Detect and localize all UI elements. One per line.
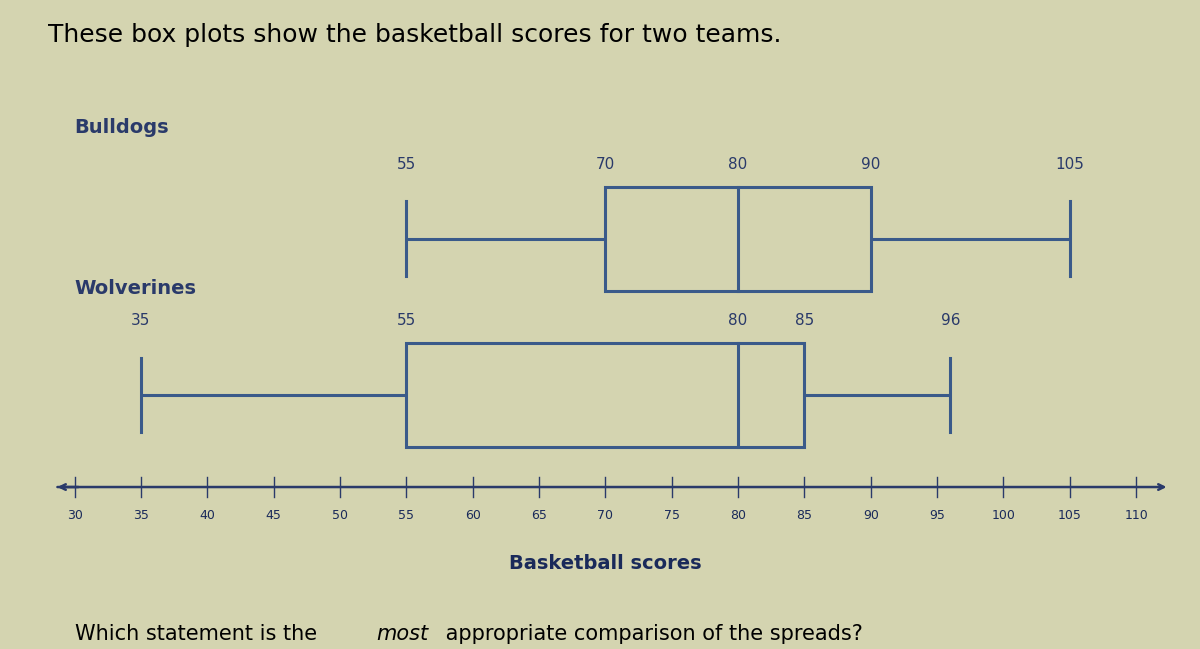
Text: 35: 35 [133,509,149,522]
Text: 70: 70 [595,156,614,172]
Text: 55: 55 [398,509,414,522]
Text: 80: 80 [728,156,748,172]
Text: 50: 50 [332,509,348,522]
Text: 105: 105 [1058,509,1081,522]
Text: 85: 85 [797,509,812,522]
Text: 35: 35 [131,313,150,328]
Text: Basketball scores: Basketball scores [509,554,702,573]
Text: 75: 75 [664,509,679,522]
Text: 90: 90 [862,156,881,172]
Text: most: most [377,624,428,644]
Bar [605,186,871,291]
Text: Bulldogs: Bulldogs [74,118,169,137]
Text: 110: 110 [1124,509,1148,522]
Text: 30: 30 [67,509,83,522]
Text: 55: 55 [397,313,416,328]
Text: 96: 96 [941,313,960,328]
Text: 80: 80 [730,509,746,522]
Text: 45: 45 [265,509,282,522]
Text: 90: 90 [863,509,878,522]
Text: 80: 80 [728,313,748,328]
Text: 55: 55 [397,156,416,172]
Text: 85: 85 [794,313,814,328]
Text: 65: 65 [532,509,547,522]
Text: 100: 100 [991,509,1015,522]
Text: 70: 70 [598,509,613,522]
Text: 60: 60 [464,509,480,522]
Text: appropriate comparison of the spreads?: appropriate comparison of the spreads? [439,624,863,644]
Bar [407,343,804,447]
Text: Wolverines: Wolverines [74,279,197,299]
Text: Which statement is the: Which statement is the [74,624,323,644]
Text: These box plots show the basketball scores for two teams.: These box plots show the basketball scor… [48,23,781,47]
Text: 95: 95 [929,509,946,522]
Text: 105: 105 [1055,156,1085,172]
Text: 40: 40 [199,509,215,522]
